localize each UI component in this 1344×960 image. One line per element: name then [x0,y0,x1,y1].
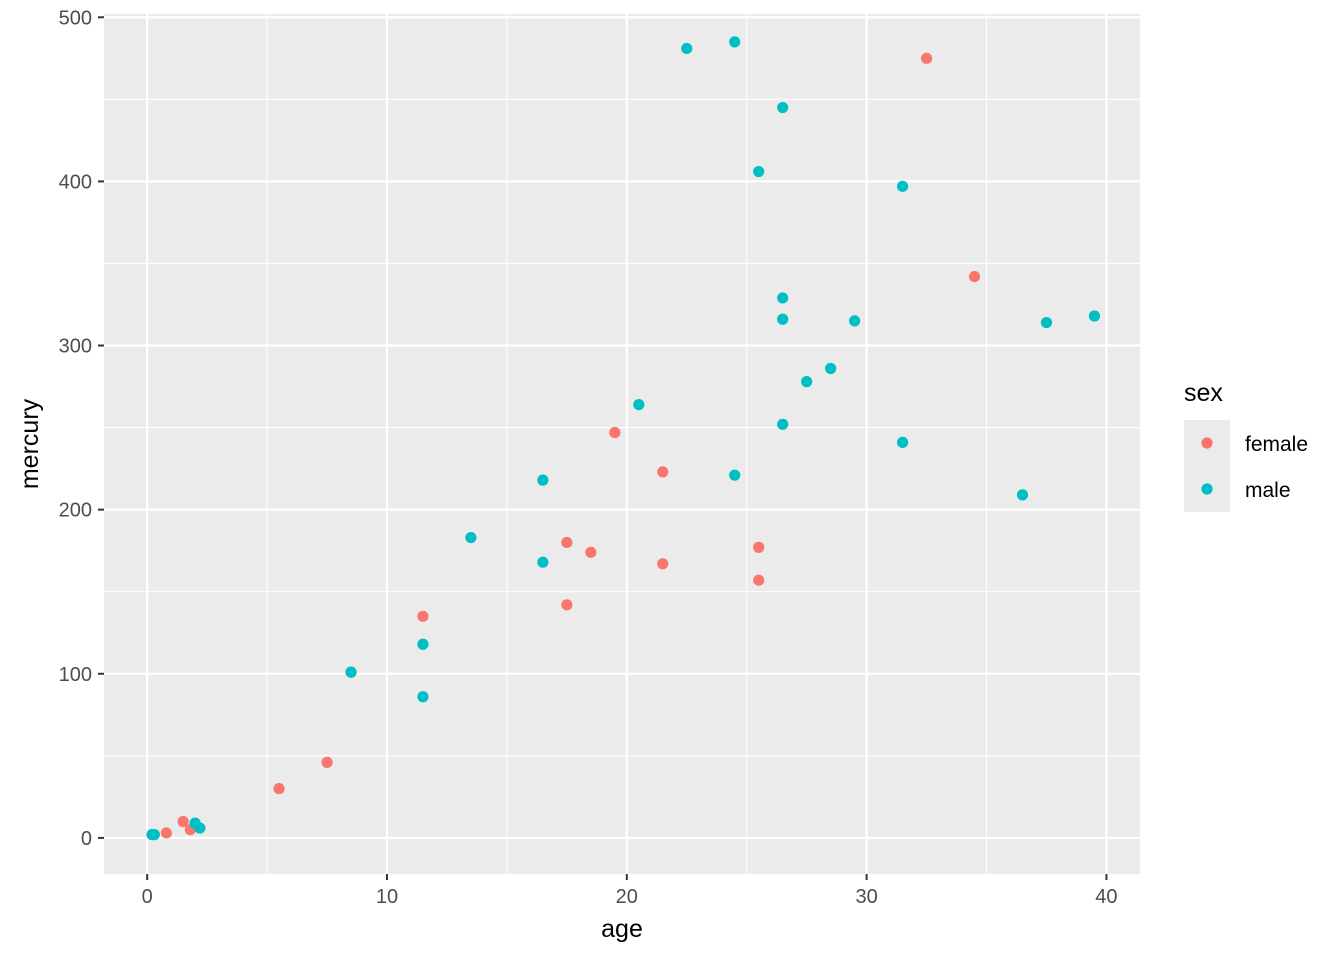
female-point [753,541,765,553]
male-point [1040,316,1053,329]
male-point [1088,310,1101,322]
legend-key-background [1184,420,1230,512]
male-point [801,376,813,388]
y-axis-ticks: 0 100 200 300 400 500 [59,7,104,850]
major-grid [104,14,1140,874]
female-point [177,815,189,828]
female-point [160,827,172,839]
male-point [777,418,789,430]
male-point [777,313,789,325]
male-point [1016,489,1029,501]
y-tick-label: 0 [81,828,92,850]
x-tick-label: 40 [1095,886,1117,908]
legend-label-female: female [1245,433,1308,456]
male-point [345,666,357,678]
x-tick-label: 20 [616,886,638,908]
legend-label-male: male [1245,479,1291,502]
x-tick-label: 0 [142,886,153,908]
minor-grid [104,14,1140,874]
y-tick-label: 200 [59,500,92,522]
legend-key-female [1201,437,1213,449]
male-point [729,36,741,48]
male-point [417,638,429,650]
male-point [729,469,741,481]
y-axis-title: mercury [16,398,44,489]
male-point [537,556,549,568]
female-point [609,426,621,439]
male-point [896,180,909,192]
female-point [561,599,573,611]
male-point [849,315,861,327]
x-axis-ticks: 0 10 20 30 40 [142,874,1118,908]
y-tick-label: 500 [59,7,92,29]
female-point [585,546,597,558]
male-point [633,399,645,411]
male-point [753,165,765,178]
x-tick-label: 30 [855,886,877,908]
female-point [561,536,573,549]
male-point [681,42,693,55]
female-point [321,756,333,768]
legend: sex female male [1184,379,1308,512]
female-point [920,52,933,64]
panel-background [104,14,1140,874]
male-point [825,362,837,375]
male-point [194,822,206,834]
y-tick-label: 400 [59,171,92,193]
male-point [896,436,909,448]
legend-items: female male [1184,420,1308,512]
male-point [537,474,549,486]
male-point [417,691,429,703]
female-point [273,783,285,795]
male-point [777,101,789,114]
female-point [753,574,765,586]
y-tick-label: 100 [59,664,92,686]
x-tick-label: 10 [376,886,398,908]
male-point [777,292,789,304]
female-point [657,558,669,570]
male-point [465,531,477,544]
x-axis-title: age [601,915,643,943]
legend-key-male [1201,483,1213,495]
data-points [146,36,1101,841]
legend-title: sex [1184,379,1223,407]
male-point [148,829,160,841]
female-point [968,270,981,283]
female-point [657,466,669,478]
female-point [417,610,429,622]
y-tick-label: 300 [59,336,92,358]
